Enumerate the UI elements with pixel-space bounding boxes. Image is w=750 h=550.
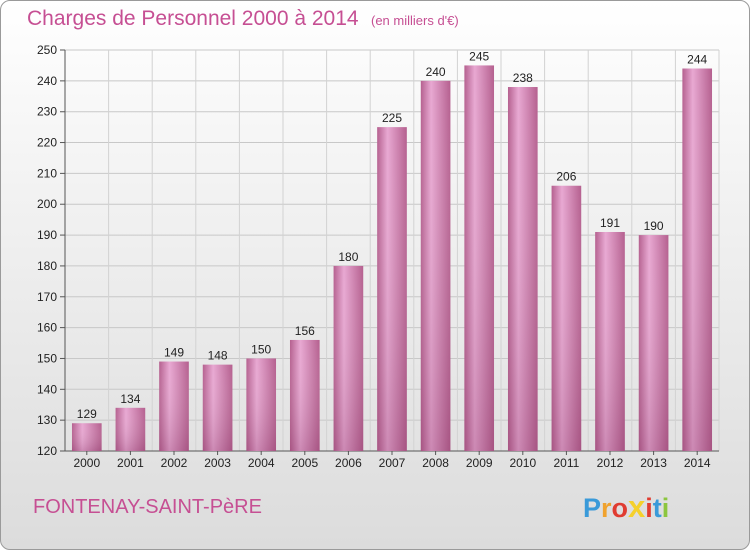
bar-shade-2004 bbox=[246, 358, 277, 451]
proxiti-logo: Proxiti bbox=[583, 489, 669, 525]
bar-shade-2008 bbox=[420, 80, 451, 451]
data-label: 244 bbox=[687, 53, 707, 67]
x-tick-label: 2010 bbox=[509, 456, 536, 470]
bar-shade-2001 bbox=[115, 407, 146, 451]
logo-letter: r bbox=[601, 493, 612, 523]
y-tick-label: 140 bbox=[37, 382, 57, 396]
data-labels: 129 134 149 148 150 156 180 225 240 245 238 206 191 1… bbox=[77, 49, 708, 421]
y-tick-label: 220 bbox=[37, 136, 57, 150]
x-tick-label: 2007 bbox=[379, 456, 406, 470]
bar-shade-2003 bbox=[202, 364, 233, 451]
y-tick-label: 170 bbox=[37, 290, 57, 304]
x-tick-label: 2009 bbox=[466, 456, 493, 470]
x-tick-label: 2011 bbox=[553, 456, 579, 470]
y-tick-label: 150 bbox=[37, 351, 57, 365]
y-tick-label: 240 bbox=[37, 74, 57, 88]
bars bbox=[71, 65, 713, 451]
bar-shade-2010 bbox=[507, 87, 538, 451]
logo-letter: i bbox=[645, 493, 653, 523]
data-label: 149 bbox=[164, 346, 184, 360]
x-tick-label: 2003 bbox=[204, 456, 231, 470]
data-label: 238 bbox=[513, 71, 533, 85]
y-tick-label: 120 bbox=[37, 444, 57, 458]
x-tick-label: 2012 bbox=[597, 456, 624, 470]
bar-shade-2005 bbox=[289, 339, 320, 451]
x-tick-label: 2006 bbox=[335, 456, 362, 470]
data-label: 129 bbox=[77, 407, 97, 421]
data-label: 225 bbox=[382, 111, 402, 125]
bar-shade-2013 bbox=[638, 235, 669, 451]
bar-shade-2007 bbox=[377, 127, 407, 451]
bar-shade-2014 bbox=[682, 68, 713, 451]
y-tick-labels: 120 130 140 150 160 170 180 190 200 210 220 230 240 2… bbox=[37, 43, 57, 458]
x-tick-label: 2001 bbox=[117, 456, 144, 470]
chart-title: Charges de Personnel 2000 à 2014 bbox=[27, 7, 359, 30]
x-tick-label: 2005 bbox=[291, 456, 318, 470]
x-tick-labels: 2000 2001 2002 2003 2004 2005 2006 2007 2008 2009… bbox=[73, 456, 710, 470]
y-tick-label: 180 bbox=[37, 259, 57, 273]
y-tick-label: 210 bbox=[37, 166, 57, 180]
bar-shade-2002 bbox=[159, 361, 189, 451]
data-label: 190 bbox=[644, 219, 664, 233]
chart-subtitle: (en milliers d'€) bbox=[371, 13, 459, 28]
data-label: 245 bbox=[469, 49, 489, 63]
data-label: 148 bbox=[208, 349, 228, 363]
y-tick-label: 130 bbox=[37, 413, 57, 427]
bar-shade-2011 bbox=[551, 185, 582, 451]
bar-shade-2000 bbox=[71, 423, 102, 451]
y-tick-label: 250 bbox=[37, 43, 57, 57]
data-label: 156 bbox=[295, 324, 315, 338]
x-tick-label: 2004 bbox=[248, 456, 275, 470]
data-label: 191 bbox=[600, 216, 620, 230]
logo-letter: o bbox=[611, 493, 629, 523]
data-label: 206 bbox=[556, 170, 576, 184]
x-tick-label: 2002 bbox=[161, 456, 188, 470]
logo-letter: P bbox=[583, 493, 602, 523]
bar-shade-2012 bbox=[595, 231, 625, 451]
x-tick-label: 2000 bbox=[73, 456, 100, 470]
y-tick-label: 190 bbox=[37, 228, 57, 242]
data-label: 150 bbox=[251, 342, 271, 356]
data-label: 240 bbox=[426, 65, 446, 79]
x-tick-label: 2008 bbox=[422, 456, 449, 470]
logo-letter: t bbox=[652, 493, 662, 523]
x-tick-label: 2014 bbox=[684, 456, 711, 470]
y-tick-label: 160 bbox=[37, 321, 57, 335]
bar-shade-2006 bbox=[333, 265, 364, 451]
bar-shade-2009 bbox=[464, 65, 495, 451]
x-tick-label: 2013 bbox=[640, 456, 667, 470]
y-tick-label: 230 bbox=[37, 105, 57, 119]
data-label: 134 bbox=[120, 392, 140, 406]
logo-letter: i bbox=[661, 493, 670, 523]
city-name: FONTENAY-SAINT-PèRE bbox=[33, 496, 262, 518]
data-label: 180 bbox=[338, 250, 358, 264]
y-tick-label: 200 bbox=[37, 197, 57, 211]
logo-letter: x bbox=[628, 489, 646, 524]
